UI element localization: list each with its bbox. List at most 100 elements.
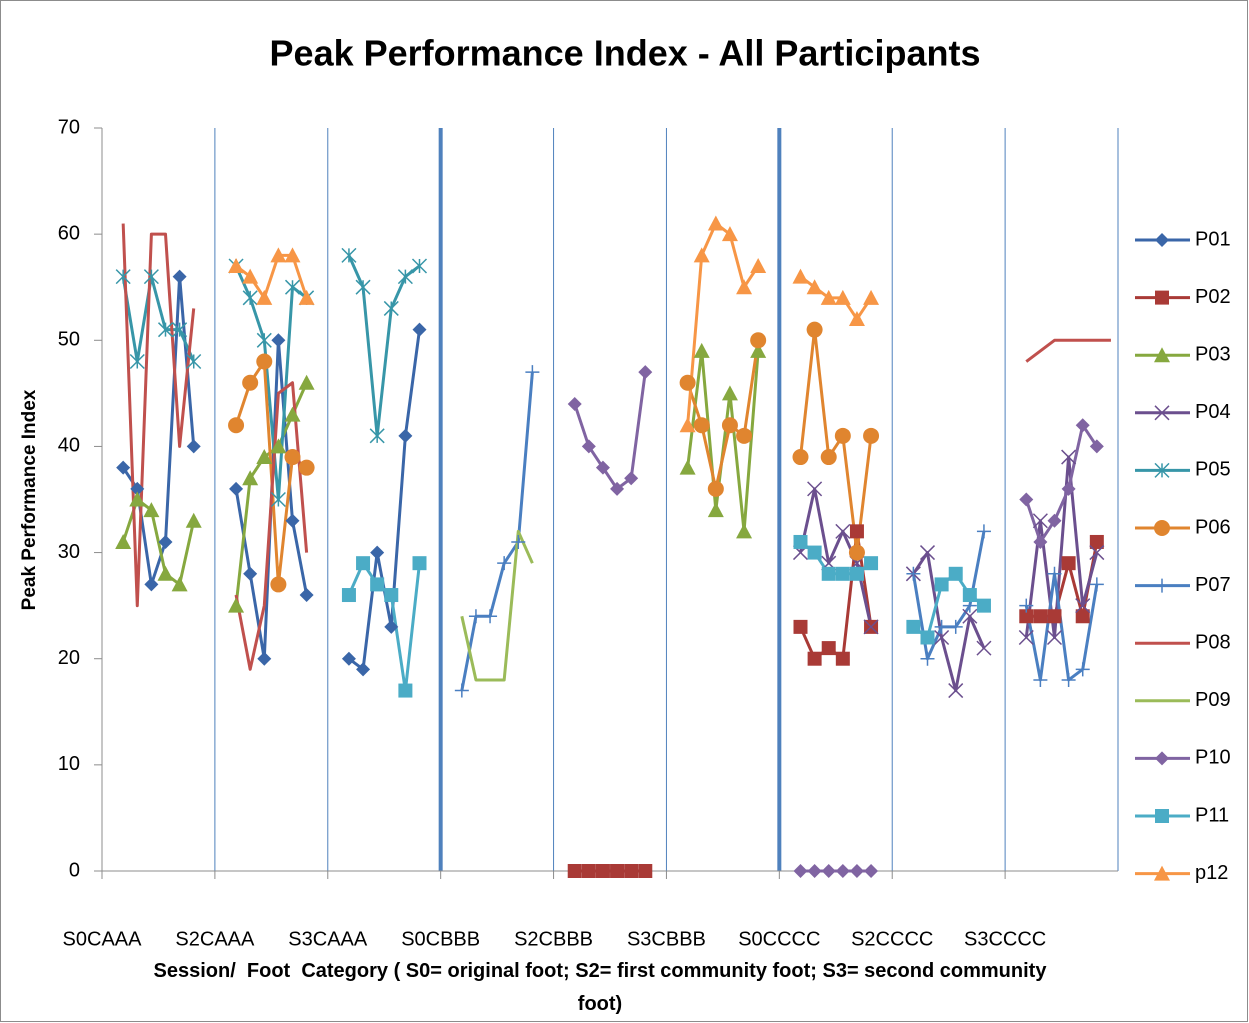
data-point <box>934 577 949 592</box>
y-tick-label: 50 <box>58 329 80 351</box>
data-point <box>398 428 413 443</box>
data-point <box>721 385 738 401</box>
data-point <box>793 534 808 549</box>
data-point <box>595 460 610 475</box>
legend-label: P07 <box>1195 574 1231 596</box>
data-point <box>157 565 174 581</box>
data-point <box>270 438 287 454</box>
data-point <box>934 619 949 634</box>
data-point <box>721 226 738 242</box>
data-point <box>693 247 710 263</box>
chart-title: Peak Performance Index - All Participant… <box>270 33 981 74</box>
x-tick-label: S2CCCC <box>851 928 933 950</box>
x-tick-label: S2CAAA <box>175 928 255 950</box>
data-point <box>411 258 428 274</box>
data-point <box>934 629 950 646</box>
data-point <box>370 545 385 560</box>
data-point <box>525 365 540 380</box>
data-point <box>849 566 864 581</box>
legend-marker <box>1154 520 1170 536</box>
data-point <box>256 353 273 370</box>
data-point <box>284 449 301 466</box>
data-point <box>595 864 610 878</box>
data-point <box>341 651 356 666</box>
data-point <box>370 577 385 592</box>
data-point <box>341 588 356 603</box>
data-point <box>397 269 413 285</box>
data-point <box>1075 662 1090 677</box>
data-point <box>948 566 963 581</box>
data-point <box>454 683 469 698</box>
legend-label: P05 <box>1195 459 1231 481</box>
data-point <box>285 513 300 528</box>
y-tick-label: 30 <box>58 541 80 563</box>
data-point <box>948 619 963 634</box>
data-point <box>581 864 596 878</box>
data-point <box>750 342 767 358</box>
data-point <box>130 481 145 496</box>
data-point <box>511 534 526 549</box>
legend-label: P06 <box>1195 516 1231 538</box>
data-point <box>863 427 880 444</box>
legend-marker <box>1155 290 1169 305</box>
data-point <box>962 588 977 603</box>
data-point <box>679 417 696 433</box>
data-point <box>807 651 822 666</box>
data-point <box>129 353 145 370</box>
data-point <box>906 566 921 581</box>
data-point <box>228 597 245 613</box>
data-point <box>806 321 823 338</box>
data-point <box>242 290 258 306</box>
x-tick-label: S3CAAA <box>288 928 368 950</box>
data-point <box>835 566 850 581</box>
data-point <box>679 374 696 391</box>
data-point <box>948 683 964 699</box>
data-point <box>384 619 399 634</box>
data-point <box>821 566 836 581</box>
legend-label: P04 <box>1195 401 1231 423</box>
data-point <box>144 577 159 592</box>
data-point <box>1047 513 1062 528</box>
data-point <box>793 619 808 634</box>
data-point <box>848 311 865 327</box>
x-tick-label: S3CBBB <box>627 928 706 950</box>
data-point <box>1033 672 1048 687</box>
data-point <box>693 342 710 358</box>
data-point <box>412 322 427 337</box>
data-point <box>792 449 809 466</box>
data-point <box>820 289 837 305</box>
legend-label: p12 <box>1195 862 1228 884</box>
data-point <box>356 556 371 571</box>
legend-marker <box>1154 462 1170 478</box>
data-point <box>848 544 865 561</box>
legend-label: P10 <box>1195 747 1231 769</box>
data-point <box>271 333 286 348</box>
x-axis-title: Session/ Foot Category ( S0= original fo… <box>153 960 1053 1015</box>
legend-label: P09 <box>1195 689 1231 711</box>
data-point <box>750 332 767 349</box>
data-point <box>468 609 483 624</box>
data-point <box>1019 598 1034 613</box>
data-point <box>821 641 836 656</box>
legend-marker <box>1154 405 1170 421</box>
data-point <box>736 523 753 539</box>
data-point <box>920 651 935 666</box>
data-point <box>849 864 864 878</box>
legend-marker <box>1155 578 1169 593</box>
data-point <box>1061 556 1076 571</box>
data-point <box>355 279 371 295</box>
data-point <box>398 683 413 698</box>
data-point <box>115 533 132 549</box>
data-point <box>172 269 187 284</box>
data-point <box>567 396 582 411</box>
data-point <box>1061 449 1077 465</box>
data-point <box>693 417 710 434</box>
data-point <box>284 406 301 422</box>
data-point <box>256 289 273 305</box>
data-point <box>298 374 315 390</box>
data-point <box>1019 609 1034 624</box>
y-tick-label: 0 <box>69 859 80 881</box>
legend-marker <box>1155 233 1169 247</box>
